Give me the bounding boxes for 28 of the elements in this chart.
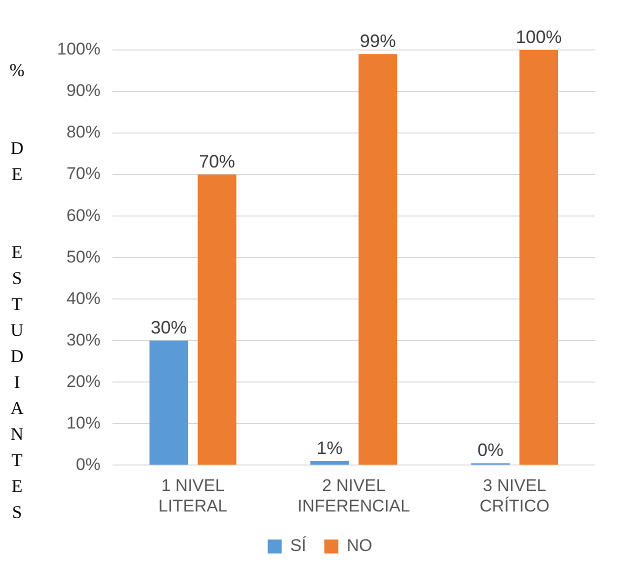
x-tick-label: 3 NIVEL CRÍTICO	[480, 476, 550, 516]
y-tick-label: 50%	[66, 247, 100, 266]
y-tick-label: 30%	[66, 330, 100, 350]
y-tick-label: 40%	[66, 288, 100, 308]
legend-label: NO	[346, 536, 372, 556]
y-tick-label: 20%	[66, 372, 100, 391]
bar	[149, 340, 188, 465]
x-tick-label: 1 NIVEL LITERAL	[158, 476, 228, 516]
legend-label: SÍ	[290, 536, 307, 556]
y-tick-label: 90%	[66, 81, 100, 100]
y-tick-label: 70%	[66, 164, 100, 184]
x-tick-label: 2 NIVEL INFERENCIAL	[298, 476, 410, 516]
data-label: 70%	[199, 152, 236, 172]
bar	[310, 461, 349, 465]
bar	[198, 174, 236, 465]
y-axis-title: % DE ESTUDIANTES	[6, 60, 28, 530]
y-tick-label: 60%	[66, 206, 100, 225]
y-tick-label: 80%	[66, 122, 100, 142]
y-tick-label: 10%	[66, 413, 100, 432]
y-tick-label: 0%	[76, 454, 100, 474]
data-label: 1%	[316, 438, 343, 458]
data-label: 0%	[477, 440, 504, 460]
bar	[358, 54, 398, 465]
bar	[519, 50, 558, 465]
y-tick-label: 100%	[56, 40, 100, 59]
data-label: 100%	[516, 26, 562, 47]
data-label: 30%	[150, 318, 187, 338]
data-label: 99%	[360, 31, 396, 52]
